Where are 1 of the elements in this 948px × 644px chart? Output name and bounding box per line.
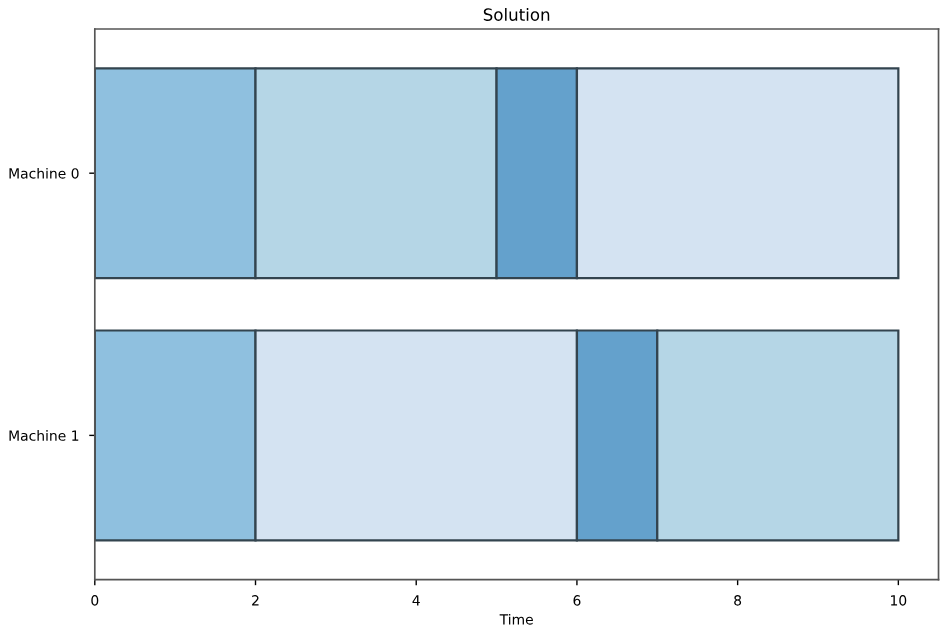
chart-title: Solution	[483, 7, 550, 21]
